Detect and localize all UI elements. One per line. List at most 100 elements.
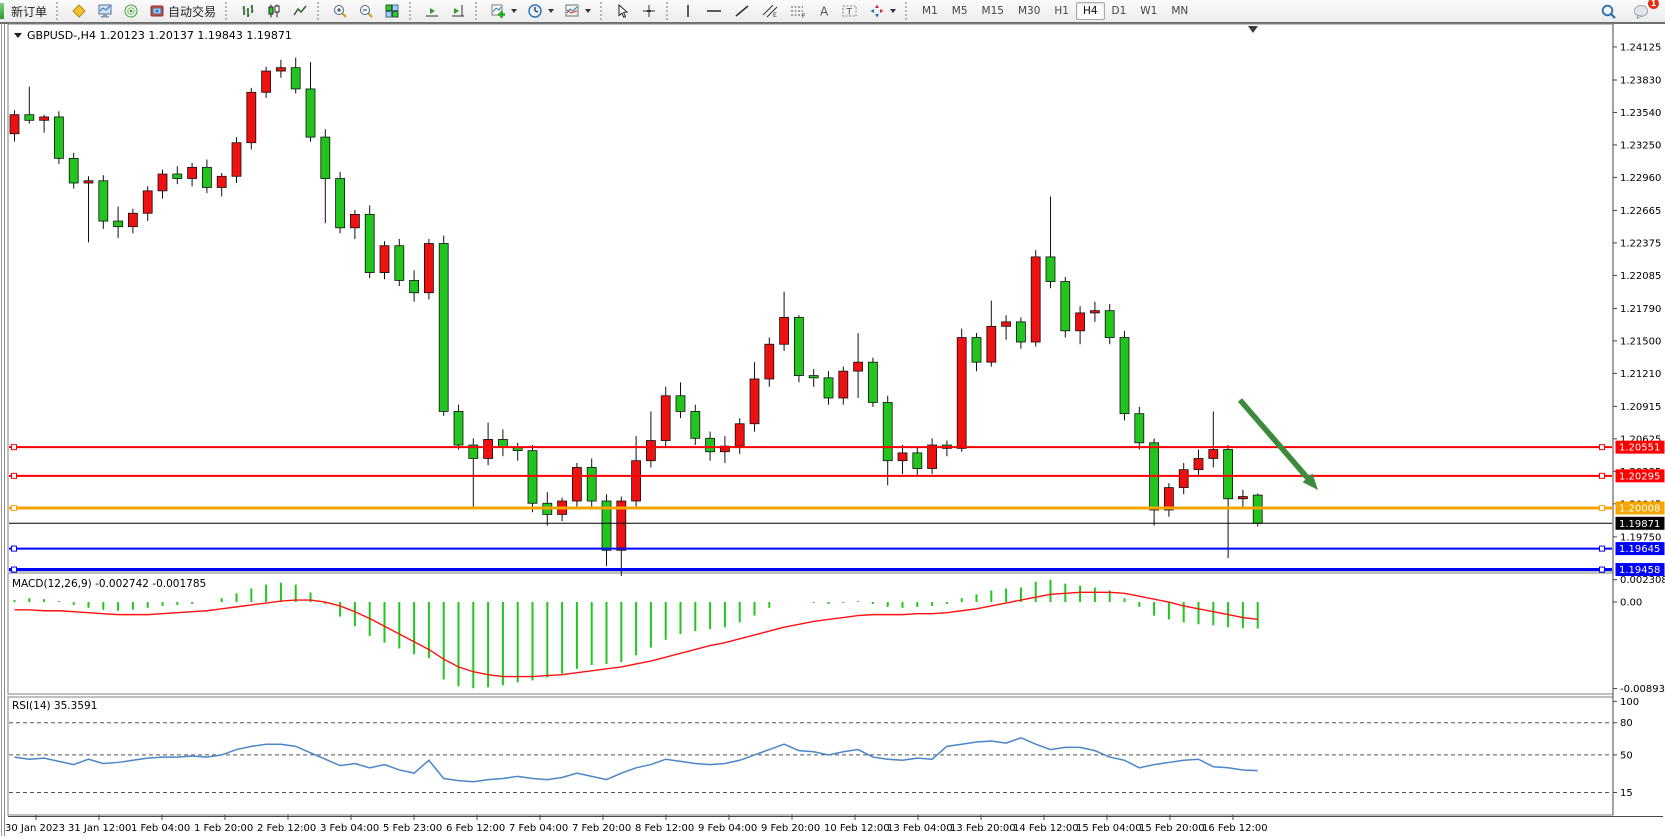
price-axis-label: 1.22375 <box>1620 238 1661 249</box>
market-watch-button[interactable] <box>92 1 118 21</box>
timeframe-h1[interactable]: H1 <box>1054 5 1069 17</box>
trendline-button[interactable] <box>728 1 756 21</box>
line-marker[interactable] <box>1599 444 1605 451</box>
bar-chart-button[interactable] <box>235 1 261 21</box>
macd-signal-line <box>14 591 1258 678</box>
zoom-in-icon <box>334 5 347 18</box>
horizontal-line-button[interactable] <box>700 1 728 21</box>
candlestick-chart-button[interactable] <box>261 1 287 21</box>
rsi-axis-label: 50 <box>1620 750 1633 761</box>
autotrade-button[interactable]: 自动交易 <box>144 1 221 21</box>
cursor-icon <box>618 3 629 18</box>
add-indicator-button[interactable] <box>485 1 522 21</box>
macd-axis-label: 0.002308 <box>1620 575 1665 586</box>
time-axis-label: 9 Feb 04:00 <box>698 823 757 834</box>
time-axis[interactable]: 30 Jan 2023 31 Jan 12:00 1 Feb 04:00 1 Feb … <box>5 815 1663 834</box>
time-axis-label: 16 Feb 12:00 <box>1202 823 1268 834</box>
timeframe-m1[interactable]: M1 <box>922 5 938 17</box>
tile-windows-button[interactable] <box>379 1 405 21</box>
axis-price-flag <box>1615 516 1665 530</box>
axis-price-flag-text: 1.20295 <box>1619 471 1660 482</box>
notifications-button[interactable]: 1 <box>1628 0 1659 21</box>
price-axis-label: 1.19750 <box>1620 532 1661 543</box>
chevron-down-icon <box>548 9 555 13</box>
text-label-button[interactable]: T <box>836 1 864 21</box>
line-marker[interactable] <box>11 504 17 511</box>
timeframe-m15[interactable]: M15 <box>981 5 1004 17</box>
auto-scroll-icon <box>426 8 439 17</box>
macd-axis-label: -0.008939 <box>1620 684 1665 695</box>
panel-border <box>7 572 1614 695</box>
line-marker[interactable] <box>11 545 17 552</box>
metaeditor-button[interactable] <box>66 1 92 21</box>
arrow-annotation-head[interactable] <box>1302 473 1318 490</box>
line-chart-button[interactable] <box>287 1 313 21</box>
timeframe-m30[interactable]: M30 <box>1017 5 1041 17</box>
arrow-annotation[interactable] <box>1237 398 1310 480</box>
time-axis-label: 2 Feb 12:00 <box>257 823 316 834</box>
zoom-out-button[interactable] <box>353 1 379 21</box>
timeframe-mn[interactable]: MN <box>1171 5 1189 17</box>
price-axis-label: 1.24125 <box>1620 42 1661 53</box>
price-axis-label: 1.20625 <box>1620 434 1661 445</box>
price-axis-label: 1.22665 <box>1620 206 1661 217</box>
monitor-icon <box>98 4 112 18</box>
chart-shift-button[interactable] <box>445 1 471 21</box>
auto-scroll-button[interactable] <box>419 1 445 21</box>
shapes-button[interactable] <box>864 1 901 21</box>
fibonacci-button[interactable]: F <box>784 1 812 21</box>
new-order-button[interactable]: 新订单 <box>6 1 52 21</box>
line-marker[interactable] <box>11 566 17 573</box>
time-axis-label: 14 Feb 12:00 <box>1013 823 1079 834</box>
periods-button[interactable] <box>522 1 559 21</box>
fibonacci-icon: F <box>791 6 806 19</box>
zoom-in-button[interactable] <box>327 1 353 21</box>
chart-title: GBPUSD-,H4 1.20123 1.20137 1.19843 1.198… <box>14 29 292 42</box>
line-marker[interactable] <box>11 472 17 479</box>
axis-price-flag-text: 1.19871 <box>1619 519 1660 530</box>
line-marker[interactable] <box>1599 504 1605 511</box>
time-axis-label: 15 Feb 20:00 <box>1139 823 1205 834</box>
time-axis-label: 15 Feb 04:00 <box>1076 823 1142 834</box>
template-button[interactable] <box>559 1 596 21</box>
macd-panel: 0.002308 0.00 -0.008939 <box>13 575 1665 695</box>
axis-price-flag <box>1615 469 1665 483</box>
chart-shift-marker[interactable] <box>1248 26 1258 33</box>
timeframe-h4[interactable]: H4 <box>1075 2 1105 20</box>
channel-button[interactable]: E <box>756 1 784 21</box>
zoom-out-icon <box>360 5 373 18</box>
toolbar: 新订单 自动交易 <box>0 0 1665 22</box>
time-axis-label: 6 Feb 12:00 <box>446 823 505 834</box>
horizontal-line-icon <box>707 10 722 12</box>
timeframe-m5[interactable]: M5 <box>951 5 968 17</box>
chart-shift-icon <box>452 5 465 17</box>
price-axis-label: 1.23830 <box>1620 75 1661 86</box>
timeframe-d1[interactable]: D1 <box>1111 5 1127 17</box>
time-axis-label: 10 Feb 12:00 <box>824 823 890 834</box>
toolbar-separator <box>600 2 607 20</box>
text-button[interactable]: A <box>812 1 836 21</box>
signals-button[interactable] <box>118 1 144 21</box>
cursor-button[interactable] <box>610 1 636 21</box>
notification-badge: 1 <box>1648 0 1659 9</box>
axis-price-flag-text: 1.20551 <box>1619 443 1660 454</box>
time-axis-label: 3 Feb 04:00 <box>320 823 379 834</box>
window-splitter[interactable] <box>4 24 5 836</box>
rsi-axis-label: 15 <box>1620 788 1633 799</box>
price-axis[interactable]: 1.24125 1.23830 1.23540 1.23250 1.22960 1.226… <box>1612 24 1665 815</box>
timeframe-w1[interactable]: W1 <box>1140 5 1158 17</box>
time-axis-label: 1 Feb 04:00 <box>131 823 190 834</box>
price-axis-label: 1.21500 <box>1620 336 1661 347</box>
line-marker[interactable] <box>1599 545 1605 552</box>
crosshair-button[interactable] <box>636 1 662 21</box>
line-marker[interactable] <box>11 444 17 451</box>
channel-icon: E <box>762 4 778 19</box>
line-marker[interactable] <box>1599 566 1605 573</box>
line-marker[interactable] <box>1599 472 1605 479</box>
time-axis-label: 31 Jan 12:00 <box>68 823 131 834</box>
search-button[interactable] <box>1595 1 1622 21</box>
line-chart-icon <box>293 5 307 16</box>
vertical-line-button[interactable] <box>676 1 700 21</box>
